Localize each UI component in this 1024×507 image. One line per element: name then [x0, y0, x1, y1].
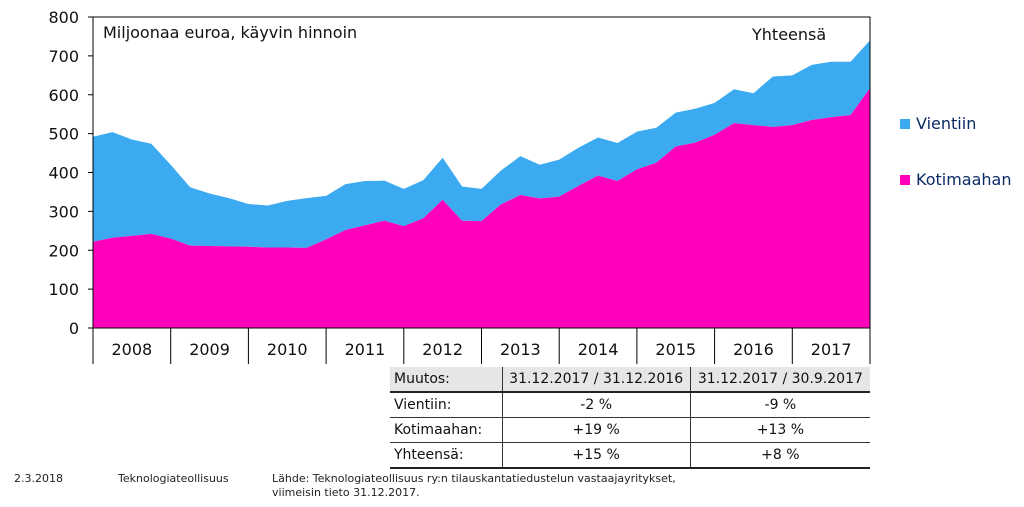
x-tick-label: 2013: [500, 340, 541, 359]
y-tick-label: 300: [48, 202, 79, 221]
change-table: Muutos: 31.12.2017 / 31.12.2016 31.12.20…: [390, 367, 870, 469]
y-tick-label: 500: [48, 125, 79, 144]
table-cell: +19 %: [501, 418, 690, 442]
stacked-area-chart: 0 100 200 300 400 500 600 700 800 2008 2009 2010 20…: [48, 8, 871, 364]
footer-org: Teknologiateollisuus: [118, 472, 229, 485]
chart-annotation-total: Yhteensä: [751, 25, 826, 44]
footer-source: Lähde: Teknologiateollisuus ry:n tilausk…: [272, 472, 676, 500]
y-tick-label: 0: [69, 319, 79, 338]
footer-source-line2: viimeisin tieto 31.12.2017.: [272, 486, 420, 499]
x-tick-label: 2017: [811, 340, 852, 359]
x-tick-label: 2015: [655, 340, 696, 359]
table-row: Kotimaahan: +19 % +13 %: [390, 418, 870, 443]
footer-source-line1: Lähde: Teknologiateollisuus ry:n tilausk…: [272, 472, 676, 485]
table-header-cell: 31.12.2017 / 30.9.2017: [689, 367, 870, 391]
legend-item-kotimaahan: Kotimaahan: [900, 170, 1011, 189]
x-tick-label: 2011: [345, 340, 386, 359]
x-tick-label: 2012: [422, 340, 463, 359]
table-cell: Yhteensä:: [394, 447, 464, 463]
x-tick-label: 2010: [267, 340, 308, 359]
table-header-row: Muutos: 31.12.2017 / 31.12.2016 31.12.20…: [390, 367, 870, 393]
table-cell: +15 %: [501, 443, 690, 467]
table-cell: -9 %: [689, 393, 870, 417]
legend-swatch-vientiin: [900, 118, 910, 129]
table-header-cell: Muutos:: [394, 371, 450, 387]
table-row: Yhteensä: +15 % +8 %: [390, 443, 870, 469]
x-tick-label: 2008: [111, 340, 152, 359]
legend-label-vientiin: Vientiin: [916, 114, 977, 133]
y-tick-label: 800: [48, 8, 79, 27]
table-row: Vientiin: -2 % -9 %: [390, 393, 870, 418]
y-tick-label: 400: [48, 164, 79, 183]
x-tick-label: 2016: [733, 340, 774, 359]
area-series-kotimaahan: [93, 88, 870, 328]
table-header-cell: 31.12.2017 / 31.12.2016: [501, 367, 690, 391]
table-cell: Vientiin:: [394, 397, 452, 413]
footer-date: 2.3.2018: [14, 472, 63, 485]
y-tick-label: 100: [48, 280, 79, 299]
y-tick-label: 200: [48, 241, 79, 260]
y-tick-label: 700: [48, 47, 79, 66]
legend-swatch-kotimaahan: [900, 174, 910, 185]
area-series-vientiin: [93, 40, 870, 248]
table-cell: +13 %: [689, 418, 870, 442]
x-tick-label: 2014: [578, 340, 619, 359]
legend-item-vientiin: Vientiin: [900, 114, 976, 133]
chart-annotation-units: Miljoonaa euroa, käyvin hinnoin: [103, 23, 357, 42]
table-cell: -2 %: [501, 393, 690, 417]
legend-label-kotimaahan: Kotimaahan: [916, 170, 1012, 189]
table-cell: Kotimaahan:: [394, 422, 483, 438]
table-cell: +8 %: [689, 443, 870, 467]
x-tick-label: 2009: [189, 340, 230, 359]
y-tick-label: 600: [48, 86, 79, 105]
